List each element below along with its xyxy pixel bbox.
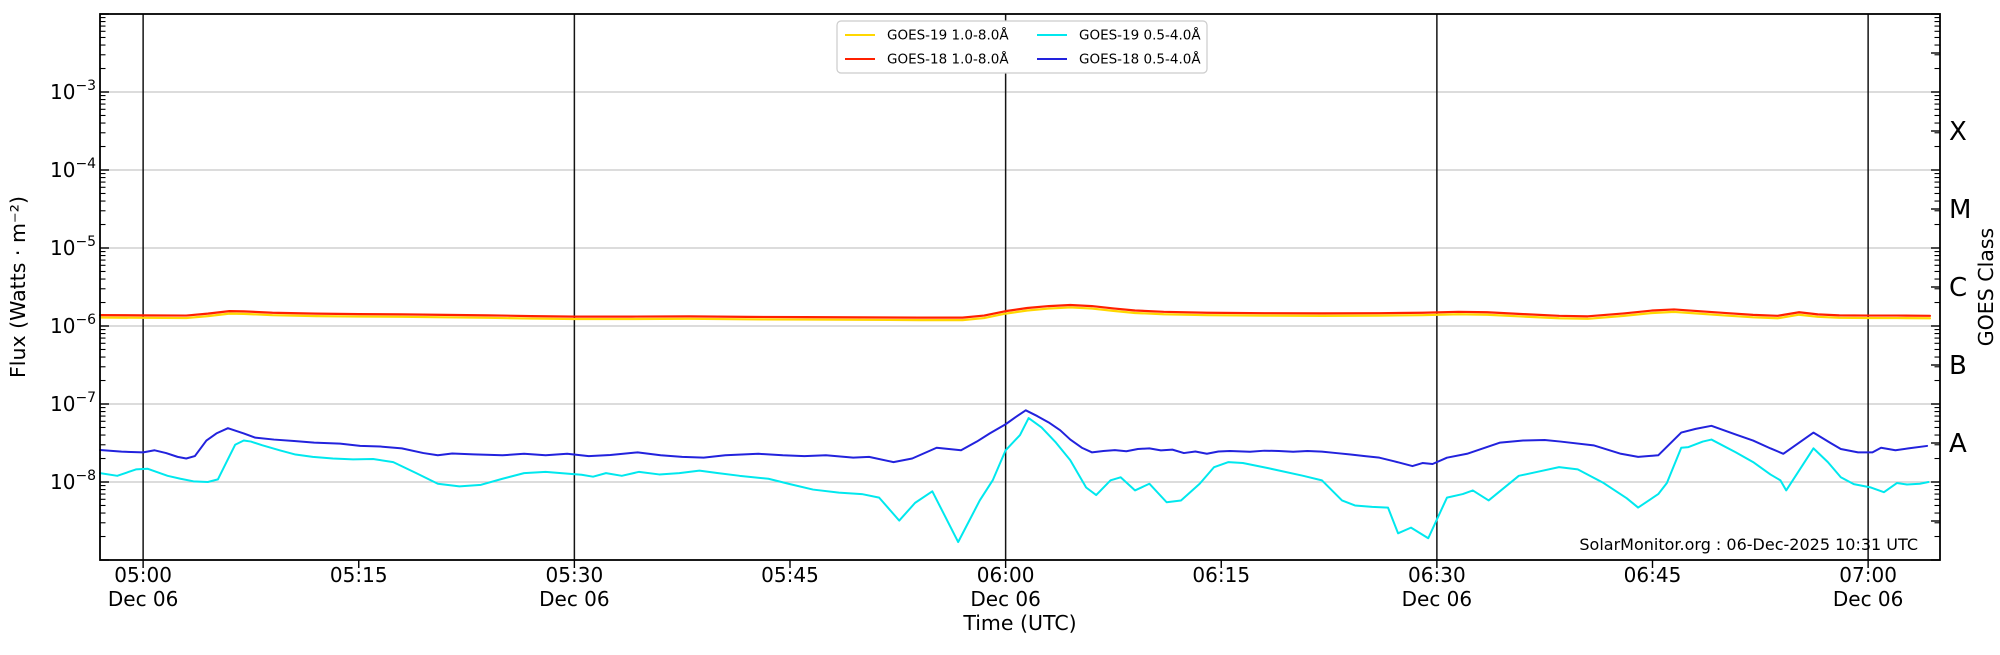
x-tick-label: 05:45 [761,563,819,587]
x-tick-date-label: Dec 06 [1833,587,1904,611]
x-tick-date-label: Dec 06 [1402,587,1473,611]
x-tick-date-label: Dec 06 [108,587,179,611]
y-tick-label: 10−8 [50,468,96,494]
goes-class-label: X [1949,117,1967,147]
series-line-1 [98,303,1932,319]
x-tick-date-label: Dec 06 [970,587,1041,611]
y-tick-label: 10−3 [50,78,96,104]
goes-class-label: B [1949,351,1967,381]
x-tick-label: 07:00 [1839,563,1897,587]
legend-box [836,20,1208,74]
x-tick-label: 06:00 [977,563,1035,587]
goes-class-labels: X M C B A [1949,117,1971,459]
series-line-3 [99,409,1929,468]
y-tick-label: 10−7 [50,390,96,416]
x-axis-title: Time (UTC) [962,611,1076,635]
y-tick-label: 10−4 [50,156,96,182]
legend-label: GOES-19 0.5-4.0Å [1079,27,1201,44]
axis-ticks [100,13,1940,568]
y-axis-title-right: GOES Class [1974,228,1998,346]
plot-border [99,13,1941,561]
goes-class-label: C [1949,273,1967,303]
goes-class-label: A [1949,429,1967,459]
series-lines [98,303,1932,544]
goes-class-label: M [1949,195,1971,225]
x-tick-label: 06:45 [1624,563,1682,587]
x-tick-label: 05:00 [114,563,172,587]
y-tick-label: 10−6 [50,312,96,338]
x-tick-label: 06:15 [1192,563,1250,587]
legend: GOES-19 1.0-8.0Å GOES-18 1.0-8.0Å GOES-19 … [836,20,1208,74]
legend-label: GOES-19 1.0-8.0Å [887,27,1009,44]
x-tick-label: 05:15 [330,563,388,587]
y-gridlines [100,91,1940,483]
x-gridlines [142,14,1869,560]
watermark-annotation: SolarMonitor.org : 06-Dec-2025 10:31 UTC [1579,535,1918,554]
y-tick-label: 10−5 [50,234,96,260]
x-tick-date-label: Dec 06 [539,587,610,611]
series-line-2 [99,417,1930,544]
y-tick-labels: 10−3 10−4 10−5 10−6 10−7 10−8 [50,78,96,494]
legend-label: GOES-18 1.0-8.0Å [887,51,1009,68]
x-tick-label: 06:30 [1408,563,1466,587]
x-tick-label: 05:30 [546,563,604,587]
legend-label: GOES-18 0.5-4.0Å [1079,51,1201,68]
y-axis-title-left: Flux (Watts · m⁻²) [6,196,30,378]
series-line-0 [98,306,1932,322]
